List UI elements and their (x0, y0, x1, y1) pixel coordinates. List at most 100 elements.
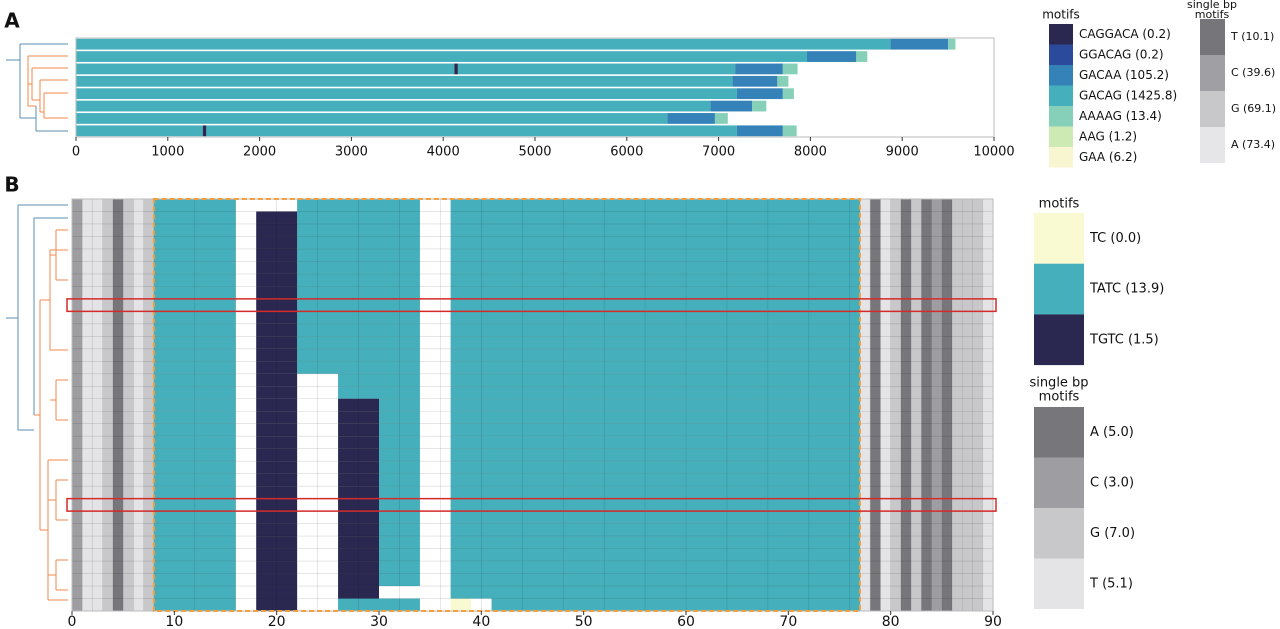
motif-span (338, 373, 420, 387)
motif-span (736, 88, 783, 100)
highlight-box (66, 298, 997, 313)
panel: A 0 1000 2000 3000 4000 5000 6000 7000 8000 9000 10… (4, 0, 1276, 168)
motif-span (297, 273, 420, 287)
motif-span (153, 373, 236, 387)
motif-span (338, 473, 379, 487)
motif-span (450, 498, 860, 512)
x-tick-label: 3000 (335, 145, 368, 160)
single-bp-column (900, 199, 912, 611)
motif-span (256, 323, 298, 337)
single-bp-column (870, 199, 881, 611)
motif-span (450, 511, 860, 524)
motif-span (379, 511, 420, 524)
motif-span (153, 223, 236, 237)
motif-span (256, 311, 298, 324)
legend-swatch (1049, 85, 1073, 106)
single-bp-column (133, 199, 144, 611)
motif-span (450, 486, 860, 499)
motif-span (379, 461, 420, 474)
motif-span (338, 573, 379, 587)
motif-span (153, 323, 236, 337)
motif-span (338, 498, 379, 512)
legend-title: motifs (1195, 8, 1230, 21)
legend-swatch (1049, 65, 1073, 86)
motif-span (454, 63, 458, 75)
motif-span (450, 523, 860, 537)
motif-span (76, 125, 203, 137)
x-tick-label: 10000 (973, 145, 1014, 160)
x-tick-label: 4000 (427, 145, 460, 160)
motif-span (379, 536, 420, 549)
motif-span (297, 348, 420, 362)
single-bp-column (911, 199, 922, 611)
motif-span (256, 211, 298, 224)
x-tick-label: 60 (677, 614, 695, 629)
motif-span (256, 423, 298, 437)
legend-title: single bp (1187, 0, 1237, 11)
motif-span (256, 511, 298, 524)
motif-span (153, 298, 236, 312)
x-tick-label: 6000 (610, 145, 643, 160)
x-tick-label: 20 (268, 614, 286, 629)
motif-span (153, 423, 236, 437)
motif-span (153, 561, 236, 574)
motif-span (338, 561, 379, 574)
motif-span (450, 573, 860, 587)
dendrogram-branch (6, 204, 68, 431)
motif-span (76, 75, 733, 87)
motif-span (450, 586, 860, 599)
single-bp-column (112, 199, 124, 611)
legend-swatch (1049, 126, 1073, 147)
motif-span (297, 261, 420, 274)
motif-span (379, 486, 420, 499)
motif-span (338, 461, 379, 474)
motif-span (256, 373, 298, 387)
dendrogram-a (6, 43, 68, 132)
x-tick-label: 30 (370, 614, 388, 629)
motif-span (256, 361, 298, 374)
legend-label: GACAG (1425.8) (1079, 88, 1177, 102)
motif-span (450, 561, 860, 574)
x-tick-label: 90 (984, 614, 1002, 629)
single-bp-column (962, 199, 973, 611)
legend-title: single bp (1029, 376, 1088, 391)
legend-label: A (5.0) (1090, 425, 1134, 440)
motif-span (256, 598, 298, 611)
motif-span (736, 125, 783, 137)
motif-span (450, 223, 860, 237)
motif-span (153, 598, 236, 611)
motif-span (338, 586, 379, 599)
motif-span (948, 38, 956, 50)
motif-span (450, 411, 860, 424)
motif-span (450, 273, 860, 287)
single-bp-column (82, 199, 93, 611)
motif-span (153, 286, 236, 299)
x-tick-label: 50 (575, 614, 593, 629)
dendrogram-branch (34, 229, 68, 601)
motif-span (450, 248, 860, 262)
motif-span (153, 498, 236, 512)
motif-span (153, 473, 236, 487)
legend-swatch (1049, 44, 1073, 65)
motif-span (76, 51, 808, 62)
motif-span (256, 573, 298, 587)
motif-span (450, 436, 860, 449)
motif-span (256, 536, 298, 549)
motif-span (450, 598, 472, 611)
motif-span (256, 436, 298, 449)
motif-span (256, 561, 298, 574)
motif-span (338, 511, 379, 524)
motif-span (153, 261, 236, 274)
x-tick-label: 9000 (886, 145, 919, 160)
x-tick-label: 8000 (794, 145, 827, 160)
motif-span (202, 125, 207, 137)
motif-span (457, 63, 736, 75)
legend-swatch (1049, 147, 1073, 168)
motif-span (153, 448, 236, 462)
motif-span (256, 223, 298, 237)
motif-span (297, 336, 420, 349)
motif-span (256, 286, 298, 299)
motif-span (777, 75, 789, 87)
motif-span (153, 211, 236, 224)
motif-span (338, 536, 379, 549)
